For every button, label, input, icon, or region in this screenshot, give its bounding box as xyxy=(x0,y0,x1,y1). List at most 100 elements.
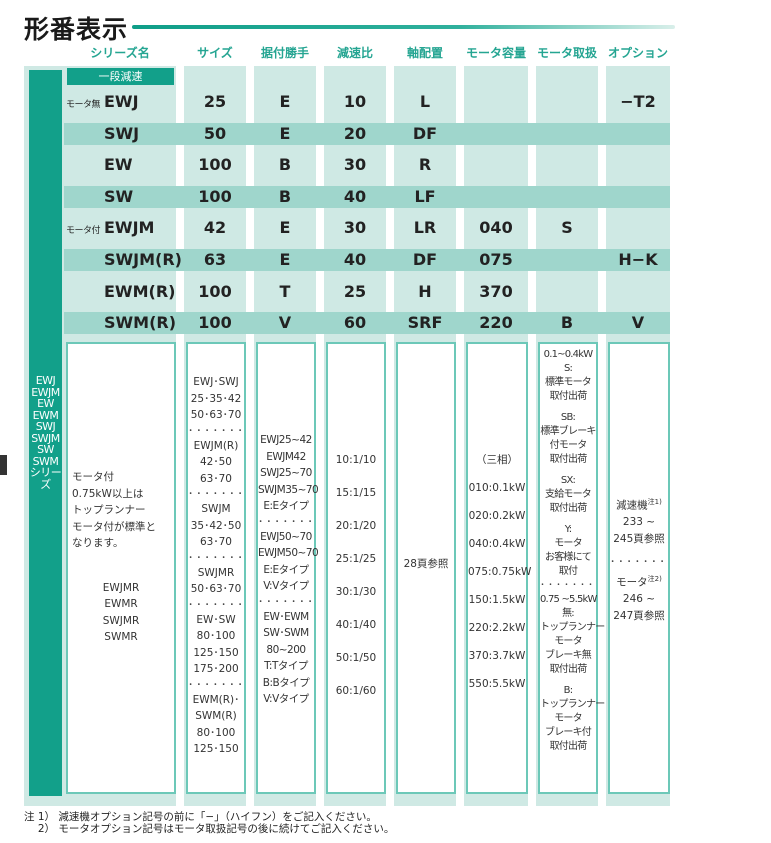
model-line: SWMR xyxy=(104,631,138,643)
table-cell-ratio: 25 xyxy=(343,281,367,301)
table-cell-handling xyxy=(536,281,598,303)
detail-line: SX: xyxy=(560,475,576,486)
table-cell-axis: DF xyxy=(412,123,438,143)
detail-line: B: xyxy=(563,685,573,696)
table-cell-size: 100 xyxy=(198,313,232,333)
column-header: シリーズ名 xyxy=(90,46,150,60)
detail-line xyxy=(540,677,596,684)
detail-line: 63･70 xyxy=(200,472,232,485)
edge-tab xyxy=(0,455,7,475)
column-header: 減速比 xyxy=(336,46,373,60)
detail-line: V:Vタイプ xyxy=(263,693,309,705)
axis-detail-box: 28頁参照 xyxy=(396,342,456,794)
detail-line: 50:1/50 xyxy=(335,652,377,664)
motor-label-text: モータ xyxy=(616,576,648,589)
table-cell-size: 100 xyxy=(198,281,232,301)
detail-line: お客様にて xyxy=(545,552,592,563)
table-cell-axis: DF xyxy=(412,250,438,269)
detail-line: 10:1/10 xyxy=(335,454,377,466)
table-row-series: EW xyxy=(66,154,176,176)
table-cell-axis: L xyxy=(419,92,431,111)
note-line: モータ付 xyxy=(72,471,114,483)
detail-line: EWJM(R) xyxy=(193,439,239,452)
series-name: EWM(R) xyxy=(104,281,176,301)
ratio-detail-box: 10:1/10 15:1/15 20:1/20 25:1/25 30:1/30 40:1/… xyxy=(326,342,386,794)
series-name: SW xyxy=(104,186,134,206)
series-prefix: モータ付 xyxy=(66,226,101,237)
table-cell-mount: E xyxy=(279,250,291,269)
reducer-pages: 233 ~ xyxy=(622,516,656,528)
motor-detail-box: （三相） 010:0.1kW 020:0.2kW 040:0.4kW 075:0.75k… xyxy=(466,342,531,794)
side-label-line: EWM xyxy=(32,408,59,422)
detail-line: E:Eタイプ xyxy=(263,500,309,512)
detail-line: SB: xyxy=(560,412,576,423)
dotted-separator: ･･････････ xyxy=(188,678,244,691)
table-cell-size: 63 xyxy=(203,250,227,269)
table-cell-handling: B xyxy=(560,313,574,333)
side-label-line: EWJ xyxy=(35,374,56,387)
detail-line: 取付 xyxy=(558,566,578,577)
table-cell-option xyxy=(606,123,670,145)
table-cell-axis: LR xyxy=(413,218,437,238)
table-row-series: SWM(R) xyxy=(66,312,176,334)
table-cell-handling xyxy=(536,123,598,145)
detail-line: 040:0.4kW xyxy=(468,538,526,550)
detail-line: 25:1/25 xyxy=(335,553,377,565)
detail-line: トップランナー xyxy=(540,699,605,710)
table-cell-mount: T xyxy=(279,281,291,301)
detail-line: 取付出荷 xyxy=(549,391,588,402)
table-cell-handling xyxy=(536,154,598,176)
model-line: SWJMR xyxy=(102,614,140,627)
table-cell-option xyxy=(606,217,670,239)
table-cell-axis: SRF xyxy=(407,313,443,333)
detail-line: 80･100 xyxy=(196,630,236,642)
table-row-series: SW xyxy=(66,186,176,208)
motor-pages: 246 ~ xyxy=(622,593,656,605)
detail-line: T:Tタイプ xyxy=(264,660,308,672)
side-label-line: SWJM xyxy=(31,431,60,445)
detail-line: EWJ50~70 xyxy=(260,530,312,543)
detail-line: 125･150 xyxy=(193,743,239,755)
note-ref: 注2) xyxy=(647,575,662,583)
detail-line: 50･63･70 xyxy=(190,409,242,421)
series-models: EWJMR EWMR SWJMR SWMR xyxy=(68,580,174,646)
side-label-line: EW xyxy=(37,397,54,410)
table-cell-handling: S xyxy=(561,218,573,238)
detail-line: 無: xyxy=(562,608,575,619)
detail-line: EWJM42 xyxy=(266,450,306,463)
handling-detail-box: 0.1~0.4kW S: 標準モータ 取付出荷 SB: 標準ブレーキ 付モータ 取付出荷 SX:… xyxy=(538,342,605,794)
option-detail-box: 減速機注1) 233 ~ 245頁参照 ･･････････ モータ注2) 246 ~ 24… xyxy=(608,342,670,794)
series-name: SWJM(R) xyxy=(104,250,182,269)
detail-line: 35･42･50 xyxy=(190,519,242,532)
table-cell-option: H−K xyxy=(618,250,658,269)
detail-line: 15:1/15 xyxy=(335,487,377,499)
table-cell-size: 50 xyxy=(203,123,227,143)
dotted-separator: ･･････････ xyxy=(188,488,244,500)
reducer-label: 減速機注1) xyxy=(610,494,668,514)
motor-label: モータ注2) xyxy=(610,571,668,591)
detail-line: 150:1.5kW xyxy=(468,594,526,606)
detail-line: 125･150 xyxy=(193,646,239,659)
detail-line: 取付出荷 xyxy=(549,503,588,514)
series-note: モータ付 0.75kW以上は トップランナー モータ付が標準と なります。 xyxy=(68,469,174,552)
table-cell-size: 42 xyxy=(203,218,227,238)
detail-line xyxy=(540,516,596,523)
detail-line: EWJ25~42 xyxy=(260,434,312,446)
detail-line: 80･100 xyxy=(196,726,236,739)
side-label-line: EWJM xyxy=(31,385,60,399)
detail-line: 取付出荷 xyxy=(549,741,588,752)
series-side-bar xyxy=(29,70,62,796)
dotted-separator: ･･････････ xyxy=(188,424,244,437)
note-line: なります。 xyxy=(72,537,124,549)
table-cell-option: V xyxy=(631,313,645,333)
table-cell-axis: R xyxy=(418,155,432,175)
table-cell-ratio: 10 xyxy=(343,92,367,111)
page-title: 形番表示 xyxy=(24,15,129,44)
dotted-separator: ･･････････ xyxy=(188,551,244,564)
detail-line: ブレーキ無 xyxy=(545,650,592,661)
detail-line: EWJ･SWJ xyxy=(193,376,239,388)
detail-line: 220:2.2kW xyxy=(468,622,526,634)
column-header: 据付勝手 xyxy=(260,46,309,60)
size-detail-box: EWJ･SWJ 25･35･42 50･63･70 ･･････････ EWJM(R)… xyxy=(186,342,246,794)
reducer-label-text: 減速機 xyxy=(616,499,648,512)
